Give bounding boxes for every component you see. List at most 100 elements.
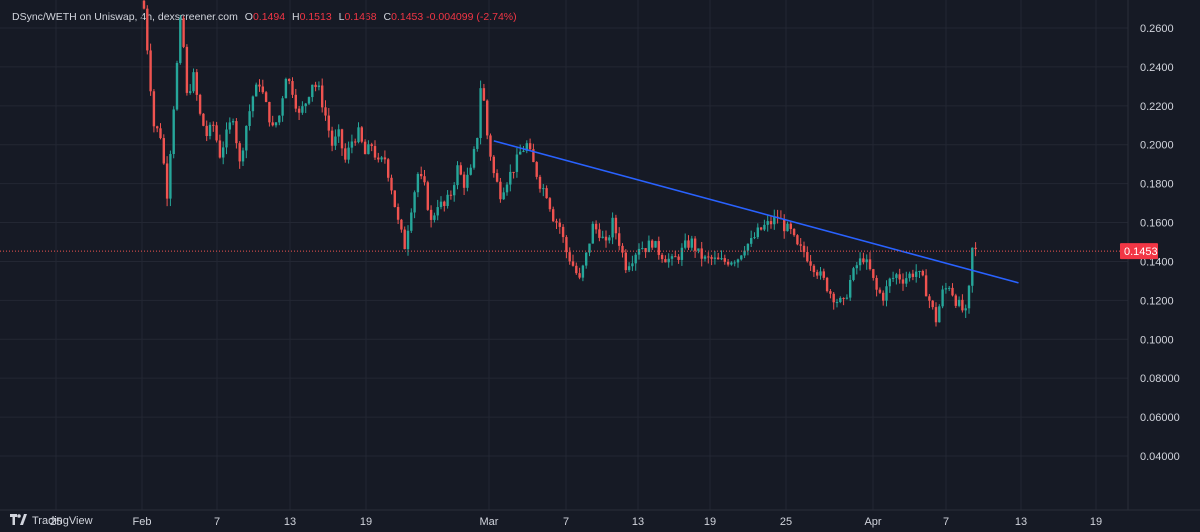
candle-body [664, 259, 667, 263]
candle-body [948, 287, 951, 289]
candle-body [334, 136, 337, 146]
candle-body [888, 278, 891, 287]
candle-body [162, 138, 165, 164]
tradingview-brand[interactable]: TradingView [32, 515, 93, 527]
candle-body [297, 108, 301, 113]
candle-body [344, 148, 347, 160]
candle-body [522, 150, 525, 152]
candle-body [446, 194, 449, 206]
candle-body [535, 162, 538, 177]
candles-layer [142, 0, 977, 327]
candle-body [924, 275, 928, 297]
candle-body [462, 174, 466, 188]
candle-body [169, 154, 172, 199]
candle-body [667, 258, 670, 263]
candle-body [175, 62, 179, 110]
candle-body [218, 140, 222, 158]
candle-body [726, 261, 730, 265]
candle-body [156, 126, 159, 129]
candle-body [938, 306, 941, 323]
candle-body [453, 185, 456, 196]
candle-body [185, 46, 189, 93]
candle-body [489, 135, 492, 157]
last-price-tag [1120, 243, 1158, 260]
candle-body [499, 181, 502, 200]
candle-body [822, 271, 825, 278]
candle-body [816, 272, 819, 276]
candle-body [142, 0, 146, 9]
candle-body [575, 265, 578, 274]
candle-body [852, 268, 855, 280]
candle-body [505, 184, 509, 193]
candle-body [835, 302, 839, 304]
candle-body [954, 295, 957, 306]
candle-body [680, 247, 684, 260]
candle-body [251, 96, 255, 112]
chart-legend: DSync/WETH on Uniswap, 4h, dexscreener.c… [12, 11, 517, 23]
candle-body [604, 236, 608, 241]
candle-body [865, 259, 868, 263]
candle-body [849, 279, 852, 298]
candle-body [449, 194, 453, 196]
candle-body [677, 256, 680, 260]
candle-body [967, 285, 971, 309]
candle-body [271, 122, 274, 126]
candle-body [307, 97, 311, 104]
candle-body [495, 173, 499, 182]
candle-body [934, 307, 938, 323]
candle-body [515, 154, 519, 172]
x-tick-label: 25 [780, 516, 792, 528]
y-tick-label: 0.1800 [1140, 179, 1174, 191]
y-tick-label: 0.2000 [1140, 140, 1174, 152]
candle-body [479, 88, 482, 138]
candle-body [951, 287, 954, 296]
candle-body [552, 209, 555, 222]
candle-body [862, 258, 865, 263]
y-tick-label: 0.2200 [1140, 101, 1174, 113]
candle-body [264, 92, 268, 102]
candle-body [245, 125, 248, 151]
y-tick-label: 0.1400 [1140, 256, 1174, 268]
candle-body [928, 296, 931, 301]
candle-body [561, 226, 565, 238]
candle-body [423, 176, 426, 183]
candle-body [693, 238, 697, 251]
candle-body [179, 18, 182, 63]
candle-body [373, 146, 377, 158]
candle-body [809, 261, 812, 266]
x-tick-label: Feb [133, 516, 152, 528]
change-value: -0.004099 (-2.74%) [426, 11, 517, 23]
open-label: O [244, 11, 253, 23]
x-tick-label: Apr [864, 516, 881, 528]
trendline[interactable] [493, 140, 1019, 284]
candle-body [291, 81, 294, 95]
candle-body [545, 188, 548, 199]
candle-body [571, 261, 575, 266]
candle-body [806, 252, 809, 262]
candle-body [189, 91, 192, 93]
time-axis[interactable] [0, 510, 1200, 532]
candle-body [908, 273, 911, 279]
candle-body [769, 221, 773, 225]
candle-body [941, 289, 944, 307]
candle-body [248, 111, 251, 126]
candle-body [525, 143, 528, 151]
footer: TradingView [10, 514, 93, 528]
candle-body [198, 94, 202, 114]
candle-body [812, 265, 816, 273]
candle-body [825, 277, 829, 292]
candle-body [152, 91, 156, 127]
candle-body [875, 277, 878, 290]
price-axis[interactable] [1128, 0, 1200, 532]
tradingview-logo-icon[interactable] [10, 514, 28, 528]
candle-body [759, 227, 763, 230]
candle-body [631, 263, 634, 267]
candle-body [657, 241, 660, 255]
candle-body [486, 100, 489, 136]
candle-body [149, 50, 152, 92]
candle-body [895, 274, 898, 278]
candle-body [627, 266, 631, 271]
candle-body [406, 230, 410, 250]
candle-body [235, 121, 238, 144]
